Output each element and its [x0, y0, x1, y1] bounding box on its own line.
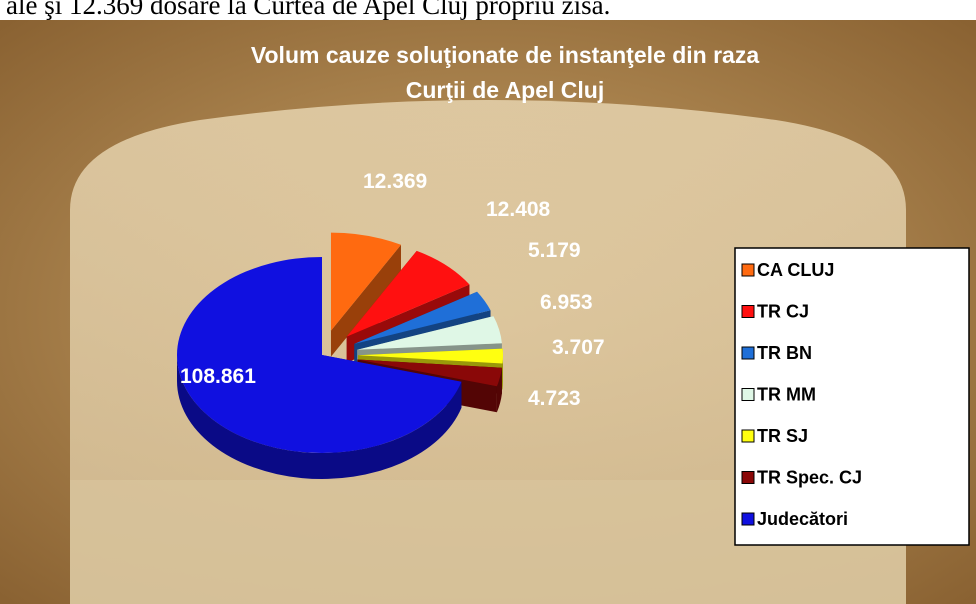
legend-swatch — [742, 347, 754, 359]
legend-swatch — [742, 513, 754, 525]
data-label: 108.861 — [180, 365, 256, 388]
chart-title: Volum cauze soluţionate de instanţele di… — [251, 42, 759, 68]
data-label: 12.408 — [486, 198, 551, 221]
legend-swatch — [742, 430, 754, 442]
legend-swatch — [742, 264, 754, 276]
data-label: 5.179 — [528, 239, 581, 262]
legend-label: TR CJ — [757, 301, 809, 321]
legend-label: Judecători — [757, 509, 848, 529]
legend-label: CA CLUJ — [757, 260, 834, 280]
chart: ale şi 12.369 dosare la Curtea de Apel C… — [0, 0, 976, 604]
legend-label: TR SJ — [757, 426, 808, 446]
page: ale şi 12.369 dosare la Curtea de Apel C… — [0, 0, 976, 604]
chart-title: Curţii de Apel Cluj — [406, 77, 605, 103]
legend-swatch — [742, 306, 754, 318]
data-label: 3.707 — [552, 336, 605, 359]
legend-swatch — [742, 472, 754, 484]
data-label: 4.723 — [528, 387, 581, 410]
legend-swatch — [742, 389, 754, 401]
data-label: 6.953 — [540, 291, 593, 314]
data-label: 12.369 — [363, 170, 427, 193]
caption: ale şi 12.369 dosare la Curtea de Apel C… — [6, 0, 610, 20]
legend-label: TR MM — [757, 384, 816, 404]
legend-label: TR Spec. CJ — [757, 467, 862, 487]
legend-label: TR BN — [757, 343, 812, 363]
